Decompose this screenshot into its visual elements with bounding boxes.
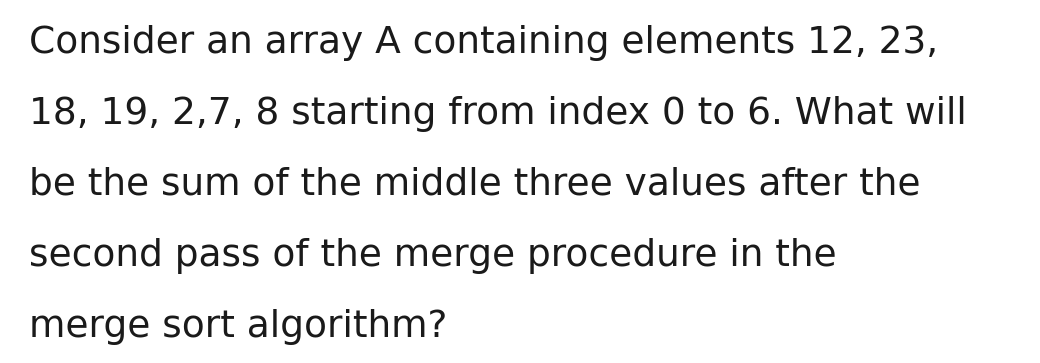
Text: 18, 19, 2,7, 8 starting from index 0 to 6. What will: 18, 19, 2,7, 8 starting from index 0 to … <box>29 96 967 132</box>
Text: Consider an array A containing elements 12, 23,: Consider an array A containing elements … <box>29 25 938 61</box>
Text: be the sum of the middle three values after the: be the sum of the middle three values af… <box>29 167 920 203</box>
Text: merge sort algorithm?: merge sort algorithm? <box>29 309 447 344</box>
Text: second pass of the merge procedure in the: second pass of the merge procedure in th… <box>29 238 837 274</box>
